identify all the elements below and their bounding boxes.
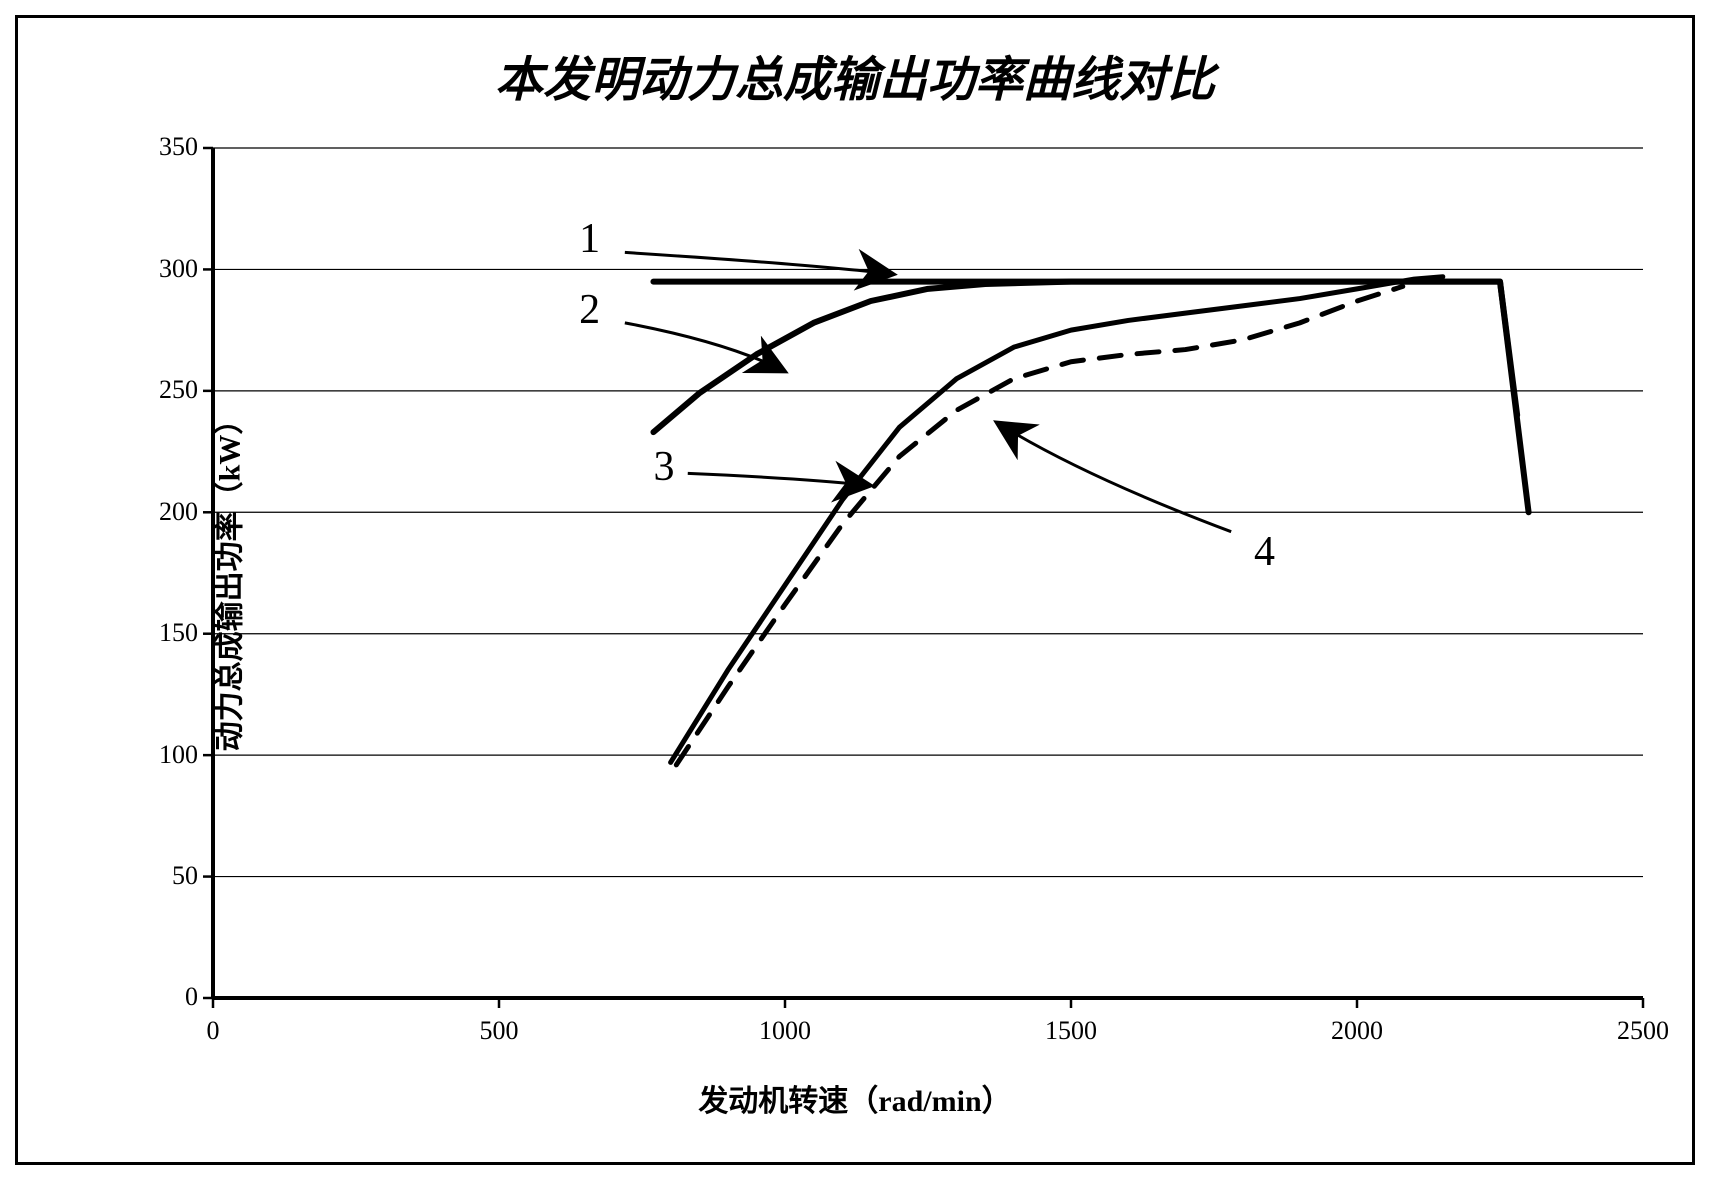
y-tick-label: 100	[128, 740, 198, 770]
annotation-arrow-ann1	[625, 252, 894, 274]
annotation-label-ann1: 1	[579, 215, 600, 263]
y-tick-label: 0	[128, 982, 198, 1012]
annotation-label-ann3: 3	[653, 443, 674, 491]
y-tick-label: 350	[128, 132, 198, 162]
plot-svg	[213, 148, 1643, 998]
x-tick-label: 1000	[735, 1016, 835, 1046]
plot-area	[213, 148, 1643, 998]
x-tick-label: 500	[449, 1016, 549, 1046]
series-curve3	[671, 277, 1443, 763]
series-curve1	[653, 282, 1517, 416]
annotation-arrow-ann3	[688, 473, 871, 485]
y-tick-label: 150	[128, 618, 198, 648]
y-tick-label: 200	[128, 497, 198, 527]
chart-frame: 本发明动力总成输出功率曲线对比 动力总成输出功率（kW） 发动机转速（rad/m…	[15, 15, 1695, 1165]
y-tick-label: 300	[128, 254, 198, 284]
chart-title: 本发明动力总成输出功率曲线对比	[18, 40, 1692, 110]
series-curve4	[676, 286, 1402, 764]
x-tick-label: 2000	[1307, 1016, 1407, 1046]
annotation-label-ann2: 2	[579, 286, 600, 334]
x-tick-label: 2500	[1593, 1016, 1693, 1046]
annotation-label-ann4: 4	[1254, 528, 1275, 576]
x-tick-label: 1500	[1021, 1016, 1121, 1046]
y-tick-label: 50	[128, 861, 198, 891]
annotation-arrow-ann2	[625, 323, 785, 372]
y-tick-label: 250	[128, 375, 198, 405]
x-axis-label: 发动机转速（rad/min）	[18, 1076, 1692, 1120]
annotation-arrow-ann4	[997, 422, 1232, 531]
x-tick-label: 0	[163, 1016, 263, 1046]
